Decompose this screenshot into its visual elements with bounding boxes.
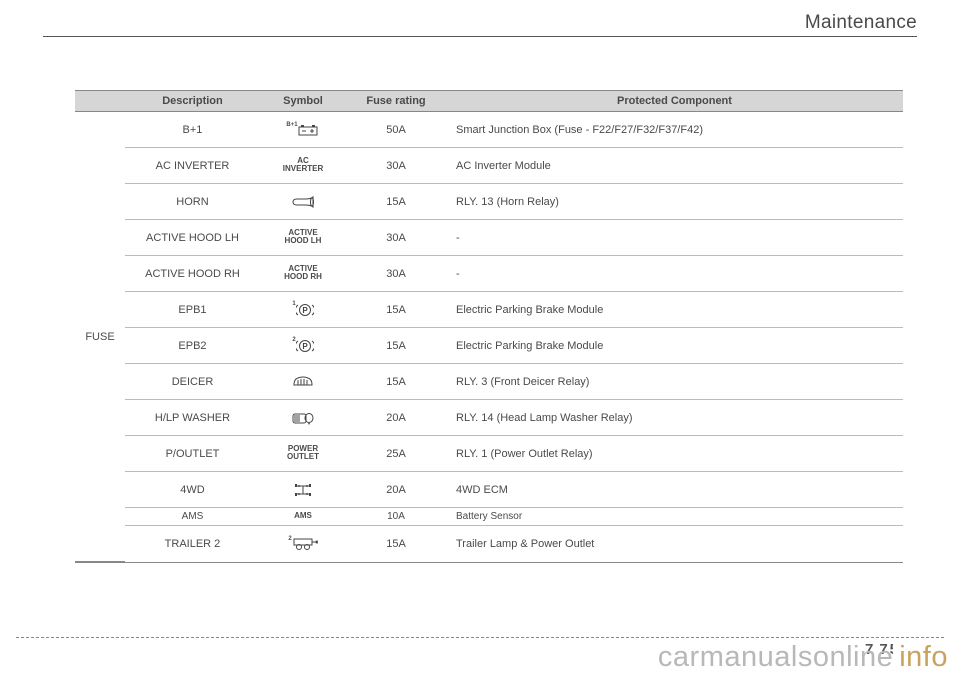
component-cell: Electric Parking Brake Module [446,292,903,328]
symbol-cell: 2P [260,328,346,364]
component-cell: - [446,256,903,292]
table-row: H/LP WASHER 20ARLY. 14 (Head Lamp Washer … [75,400,903,436]
desc-cell: H/LP WASHER [125,400,260,436]
fuse-cell: 15A [346,292,446,328]
section-title: Maintenance [805,12,917,34]
desc-cell: HORN [125,184,260,220]
desc-cell: AC INVERTER [125,148,260,184]
watermark-info: info [893,641,952,673]
component-cell: Smart Junction Box (Fuse - F22/F27/F32/F… [446,112,903,148]
component-cell: - [446,220,903,256]
fuse-cell: 15A [346,184,446,220]
desc-cell: P/OUTLET [125,436,260,472]
col-protected: Protected Component [446,91,903,112]
col-symbol: Symbol [260,91,346,112]
fuse-cell: 50A [346,112,446,148]
desc-cell: AMS [125,508,260,526]
table-row: AC INVERTERACINVERTER30AAC Inverter Modu… [75,148,903,184]
component-cell: RLY. 14 (Head Lamp Washer Relay) [446,400,903,436]
table-row: 4WD 20A4WD ECM [75,472,903,508]
symbol-cell: 1P [260,292,346,328]
component-cell: RLY. 1 (Power Outlet Relay) [446,436,903,472]
table-row: FUSEB+1B+150ASmart Junction Box (Fuse - … [75,112,903,148]
symbol-cell [260,472,346,508]
col-blank [75,91,125,112]
fuse-cell: 15A [346,364,446,400]
desc-cell: ACTIVE HOOD RH [125,256,260,292]
component-cell: RLY. 3 (Front Deicer Relay) [446,364,903,400]
fuse-cell: 15A [346,328,446,364]
col-fuse: Fuse rating [346,91,446,112]
symbol-cell [260,364,346,400]
footer-dash [16,637,944,638]
symbol-cell: ACTIVEHOOD LH [260,220,346,256]
table-row: P/OUTLETPOWEROUTLET25ARLY. 1 (Power Outl… [75,436,903,472]
desc-cell: EPB2 [125,328,260,364]
desc-cell: TRAILER 2 [125,526,260,562]
symbol-cell: B+1 [260,112,346,148]
group-cell: FUSE [75,112,125,562]
component-cell: Battery Sensor [446,508,903,526]
symbol-cell: ACINVERTER [260,148,346,184]
component-cell: AC Inverter Module [446,148,903,184]
header-rule [43,36,917,37]
fuse-cell: 30A [346,148,446,184]
desc-cell: DEICER [125,364,260,400]
component-cell: RLY. 13 (Horn Relay) [446,184,903,220]
desc-cell: EPB1 [125,292,260,328]
symbol-cell [260,184,346,220]
component-cell: 4WD ECM [446,472,903,508]
symbol-cell: 2 [260,526,346,562]
table-row: EPB11P15AElectric Parking Brake Module [75,292,903,328]
table-row: ACTIVE HOOD RHACTIVEHOOD RH30A- [75,256,903,292]
table-row: TRAILER 2215ATrailer Lamp & Power Outlet [75,526,903,562]
symbol-cell: AMS [260,508,346,526]
fuse-cell: 25A [346,436,446,472]
symbol-cell: POWEROUTLET [260,436,346,472]
fuse-cell: 15A [346,526,446,562]
fuse-cell: 30A [346,220,446,256]
table-row: HORN 15ARLY. 13 (Horn Relay) [75,184,903,220]
svg-text:P: P [302,306,308,315]
fuse-table: Description Symbol Fuse rating Protected… [75,90,903,563]
desc-cell: B+1 [125,112,260,148]
fuse-cell: 10A [346,508,446,526]
table-row: EPB22P15AElectric Parking Brake Module [75,328,903,364]
table-row: AMSAMS10ABattery Sensor [75,508,903,526]
watermark: carmanualsonlineinfo [658,641,952,674]
component-cell: Electric Parking Brake Module [446,328,903,364]
symbol-cell: ACTIVEHOOD RH [260,256,346,292]
svg-text:P: P [302,342,308,351]
table-row: ACTIVE HOOD LHACTIVEHOOD LH30A- [75,220,903,256]
col-description: Description [125,91,260,112]
desc-cell: 4WD [125,472,260,508]
fuse-cell: 20A [346,472,446,508]
table-row: DEICER 15ARLY. 3 (Front Deicer Relay) [75,364,903,400]
fuse-cell: 30A [346,256,446,292]
desc-cell: ACTIVE HOOD LH [125,220,260,256]
table-header-row: Description Symbol Fuse rating Protected… [75,91,903,112]
symbol-cell [260,400,346,436]
component-cell: Trailer Lamp & Power Outlet [446,526,903,562]
watermark-main: carmanualsonline [658,641,893,673]
fuse-cell: 20A [346,400,446,436]
